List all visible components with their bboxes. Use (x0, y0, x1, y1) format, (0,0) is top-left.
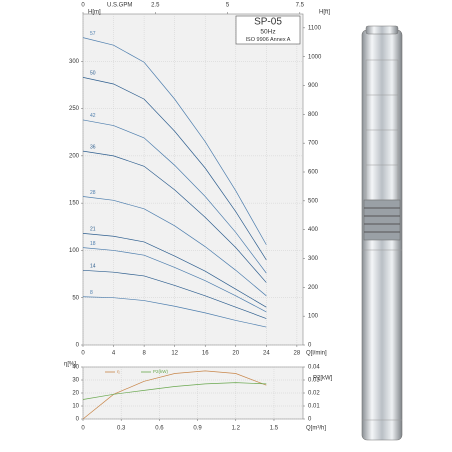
y2-tick-label: 0 (308, 417, 312, 423)
curve (82, 247, 267, 313)
y-tick-label: 100 (69, 248, 80, 254)
x-axis-label: Q[l/min] (306, 351, 327, 357)
x2-tick-label: 1.2 (232, 426, 241, 432)
curve (82, 77, 267, 261)
y-axis-label: H[m] (88, 10, 101, 16)
legend-label: P2(kW) (153, 369, 169, 374)
y2-tick-label: 600 (308, 170, 319, 176)
curve-label: 28 (90, 190, 96, 196)
x2-axis-label: U.S.GPM (107, 3, 132, 9)
x2-tick-label: 0.6 (155, 426, 164, 432)
y-tick-label: 200 (69, 153, 80, 159)
x-tick-label: 16 (202, 351, 209, 357)
y2-tick-label: 100 (308, 314, 319, 320)
y2-tick-label: 200 (308, 285, 319, 291)
curve (82, 150, 267, 283)
x2-tick-label: 0 (81, 3, 85, 9)
curve-label: 36 (90, 144, 96, 150)
curve (82, 196, 267, 297)
x-tick-label: 24 (263, 351, 270, 357)
y-tick-label: 20 (72, 391, 79, 397)
curve-label: 18 (90, 241, 96, 247)
y-tick-label: 40 (72, 365, 79, 371)
curve-label: 14 (90, 264, 96, 270)
y2-tick-label: 0.03 (308, 378, 320, 384)
y2-tick-label: 0.02 (308, 391, 320, 397)
curve (82, 382, 267, 400)
x-tick-label: 0 (81, 351, 85, 357)
curve (82, 119, 267, 274)
x2-tick-label: 5 (226, 3, 230, 9)
x2-tick-label: 7.5 (296, 3, 305, 9)
legend-label: η (117, 369, 120, 374)
y2-tick-label: 1100 (308, 25, 322, 31)
x-tick-label: 20 (232, 351, 239, 357)
y-tick-label: 50 (72, 295, 79, 301)
y-tick-label: 0 (76, 417, 80, 423)
curve (82, 233, 267, 308)
x-axis-label: Q[m³/h] (306, 426, 326, 432)
curve-label: 21 (90, 227, 96, 233)
chart-title: SP-05 (254, 17, 282, 28)
curve (82, 269, 267, 319)
x-tick-label: 8 (142, 351, 146, 357)
curve-label: 57 (90, 31, 96, 37)
y2-tick-label: 300 (308, 256, 319, 262)
y-tick-label: 0 (76, 343, 80, 349)
y2-axis-label: P2[kW] (313, 376, 333, 382)
x2-tick-label: 0.3 (117, 426, 126, 432)
x2-tick-label: 0.9 (193, 426, 202, 432)
y2-tick-label: 800 (308, 112, 319, 118)
x-tick-label: 4 (112, 351, 116, 357)
x2-tick-label: 0 (81, 426, 85, 432)
y-tick-label: 150 (69, 201, 80, 207)
y2-axis-label: H[ft] (319, 10, 330, 16)
y2-tick-label: 0 (308, 343, 312, 349)
y2-tick-label: 0.01 (308, 404, 320, 410)
annotation: ISO 9906 Annex A (246, 37, 291, 43)
subtitle: 50Hz (260, 29, 275, 36)
title-box (235, 15, 301, 45)
x-tick-label: 28 (294, 351, 301, 357)
curve (82, 296, 267, 328)
y-axis-label: η[%] (64, 362, 76, 368)
curve (82, 37, 267, 245)
y-tick-label: 10 (72, 404, 79, 410)
y2-tick-label: 700 (308, 141, 319, 147)
y-tick-label: 30 (72, 378, 79, 384)
y2-tick-label: 900 (308, 83, 319, 89)
y-tick-label: 250 (69, 106, 80, 112)
y2-tick-label: 1000 (308, 54, 322, 60)
plot-area (82, 13, 304, 346)
curve-label: 8 (90, 290, 93, 296)
x2-tick-label: 2.5 (151, 3, 160, 9)
y2-tick-label: 0.04 (308, 365, 320, 371)
y-tick-label: 300 (69, 59, 80, 65)
curve-label: 50 (90, 71, 96, 77)
x2-tick-label: 1.5 (270, 426, 279, 432)
curve-label: 42 (90, 113, 96, 119)
x-tick-label: 12 (171, 351, 178, 357)
y2-tick-label: 400 (308, 227, 319, 233)
y2-tick-label: 500 (308, 198, 319, 204)
pump-image (361, 25, 403, 441)
